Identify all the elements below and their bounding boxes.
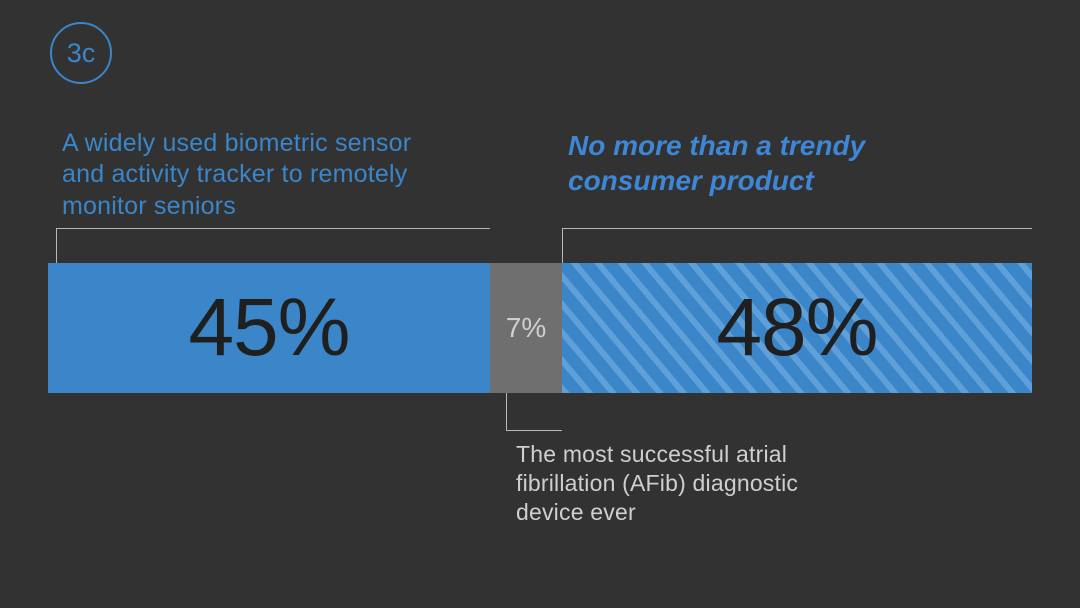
bar-seg-trendy: 48% (562, 263, 1032, 393)
bar-seg-afib: 7% (490, 263, 562, 393)
leader-top-left-h (56, 228, 490, 229)
leader-bottom-h (506, 430, 562, 431)
percent-bar: 45% 7% 48% (48, 263, 1032, 393)
bar-seg-biometric-value: 45% (188, 281, 349, 375)
bar-seg-trendy-value: 48% (716, 281, 877, 375)
question-badge-label: 3c (67, 38, 96, 69)
bar-seg-afib-value: 7% (506, 312, 546, 344)
leader-top-left-v (56, 228, 57, 263)
question-badge: 3c (50, 22, 112, 84)
label-trendy: No more than a trendy consumer product (568, 128, 988, 198)
label-biometric: A widely used biometric sensor and activ… (62, 128, 432, 222)
leader-top-right-v (562, 228, 563, 263)
leader-top-right-h (562, 228, 1032, 229)
bar-seg-biometric: 45% (48, 263, 490, 393)
leader-bottom-v (506, 393, 507, 430)
label-afib: The most successful atrial fibrillation … (516, 440, 826, 526)
